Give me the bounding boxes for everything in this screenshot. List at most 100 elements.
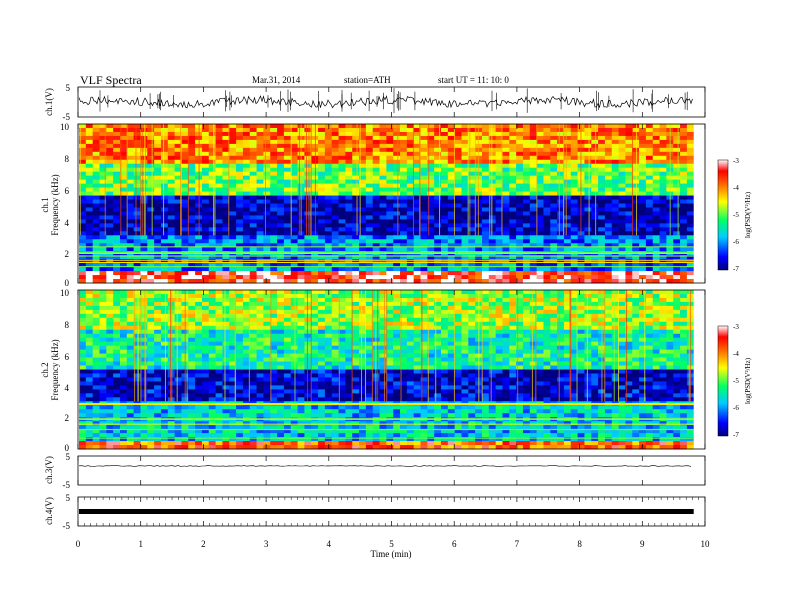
- spectrogram-cell: [571, 271, 578, 275]
- spectrogram-cell: [598, 124, 605, 128]
- spectrogram-cell: [578, 334, 585, 338]
- spectrogram-cell: [482, 176, 489, 180]
- spectrogram-cell: [584, 326, 591, 330]
- spectrogram-cell: [393, 322, 400, 326]
- spectrogram-cell: [380, 338, 387, 342]
- ch1-spectrogram: [79, 124, 705, 283]
- spectrogram-cell: [400, 271, 407, 275]
- spectrogram-cell: [263, 140, 270, 144]
- spectrogram-cell: [366, 160, 373, 164]
- spectrogram-cell: [571, 180, 578, 184]
- spectrogram-cell: [455, 318, 462, 322]
- spectrogram-cell: [277, 223, 284, 227]
- spectrogram-cell: [393, 219, 400, 223]
- spectrogram-cell: [140, 294, 147, 298]
- spectrogram-cell: [147, 310, 154, 314]
- spectrogram-cell: [680, 132, 687, 136]
- spectrogram-cell: [339, 267, 346, 271]
- spectrogram-cell: [318, 247, 325, 251]
- spectrogram-cell: [523, 204, 530, 208]
- spectrogram-cell: [140, 302, 147, 306]
- spectrogram-cell: [653, 294, 660, 298]
- spectrogram-cell: [86, 204, 93, 208]
- spectrogram-cell: [373, 231, 380, 235]
- spectrogram-streak: [420, 124, 421, 235]
- spectrogram-cell: [632, 156, 639, 160]
- spectrogram-cell: [284, 298, 291, 302]
- spectrogram-cell: [482, 342, 489, 346]
- spectrogram-cell: [332, 156, 339, 160]
- spectrogram-cell: [557, 271, 564, 275]
- spectrogram-cell: [407, 239, 414, 243]
- spectrogram-cell: [229, 140, 236, 144]
- spectrogram-cell: [161, 290, 168, 294]
- spectrogram-cell: [550, 306, 557, 310]
- spectrogram-cell: [441, 180, 448, 184]
- spectrogram-cell: [291, 314, 298, 318]
- spectrogram-cell: [421, 271, 428, 275]
- spectrogram-cell: [407, 271, 414, 275]
- spectrogram-cell: [482, 231, 489, 235]
- spectrogram-cell: [564, 223, 571, 227]
- spectrogram-cell: [345, 294, 352, 298]
- spectrogram-cell: [161, 330, 168, 334]
- spectrogram-cell: [380, 128, 387, 132]
- spectrogram-cell: [639, 290, 646, 294]
- spectrogram-cell: [373, 176, 380, 180]
- spectrogram-cell: [591, 168, 598, 172]
- spectrogram-cell: [386, 330, 393, 334]
- spectrogram-cell: [625, 231, 632, 235]
- spectrogram-cell: [632, 330, 639, 334]
- spectrogram-cell: [113, 318, 120, 322]
- spectrogram-cell: [291, 176, 298, 180]
- spectrogram-cell: [304, 314, 311, 318]
- spectrogram-cell: [482, 152, 489, 156]
- spectrogram-cell: [373, 290, 380, 294]
- spectrogram-cell: [591, 196, 598, 200]
- spectrogram-cell: [421, 136, 428, 140]
- spectrogram-cell: [154, 342, 161, 346]
- spectrogram-cell: [134, 148, 141, 152]
- spectrogram-cell: [639, 148, 646, 152]
- spectrogram-cell: [625, 164, 632, 168]
- spectrogram-cell: [632, 168, 639, 172]
- spectrogram-cell: [134, 267, 141, 271]
- spectrogram-cell: [250, 330, 257, 334]
- spectrogram-cell: [140, 235, 147, 239]
- spectrogram-cell: [441, 207, 448, 211]
- spectrogram-cell: [277, 275, 284, 279]
- spectrogram-cell: [564, 207, 571, 211]
- spectrogram-cell: [400, 148, 407, 152]
- spectrogram-cell: [93, 326, 100, 330]
- spectrogram-cell: [482, 184, 489, 188]
- spectrogram-cell: [482, 188, 489, 192]
- spectrogram-cell: [386, 275, 393, 279]
- spectrogram-cell: [687, 172, 694, 176]
- spectrogram-cell: [571, 140, 578, 144]
- spectrogram-cell: [222, 314, 229, 318]
- spectrogram-cell: [181, 223, 188, 227]
- spectrogram-cell: [393, 176, 400, 180]
- spectrogram-cell: [502, 207, 509, 211]
- spectrogram-cell: [393, 180, 400, 184]
- spectrogram-cell: [393, 290, 400, 294]
- spectrogram-cell: [216, 294, 223, 298]
- spectrogram-cell: [209, 275, 216, 279]
- spectrogram-cell: [202, 164, 209, 168]
- spectrogram-cell: [578, 235, 585, 239]
- spectrogram-cell: [687, 180, 694, 184]
- spectrogram-cell: [250, 275, 257, 279]
- spectrogram-cell: [660, 330, 667, 334]
- spectrogram-cell: [291, 290, 298, 294]
- spectrogram-cell: [639, 172, 646, 176]
- spectrogram-cell: [243, 196, 250, 200]
- spectrogram-cell: [550, 223, 557, 227]
- spectrogram-cell: [332, 298, 339, 302]
- spectrogram-cell: [127, 294, 134, 298]
- spectrogram-cell: [304, 326, 311, 330]
- spectrogram-cell: [393, 172, 400, 176]
- spectrogram-cell: [127, 164, 134, 168]
- spectrogram-cell: [161, 188, 168, 192]
- spectrogram-cell: [250, 188, 257, 192]
- spectrogram-cell: [229, 231, 236, 235]
